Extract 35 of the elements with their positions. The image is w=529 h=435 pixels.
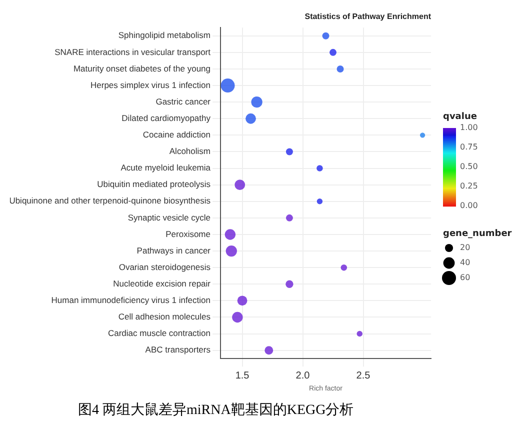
x-tick-label: 2.0 <box>296 370 310 382</box>
x-tick-label: 2.5 <box>356 370 371 382</box>
y-tick-label: Acute myeloid leukemia <box>120 162 211 173</box>
y-tick-label: Cell adhesion molecules <box>118 312 210 322</box>
y-tick-label: Ubiquinone and other terpenoid-quinone biosynthesis <box>9 196 210 206</box>
legend-title: gene_number <box>443 229 512 239</box>
legend-label: 20 <box>460 243 470 252</box>
chart-title: Statistics of Pathway Enrichment <box>304 12 432 22</box>
y-tick-label: Maturity onset diabetes of the young <box>73 63 211 74</box>
y-tick-label: Cocaine addiction <box>142 130 211 140</box>
color-bar-label: 0.50 <box>460 162 478 172</box>
y-tick-label: Dilated cardiomyopathy <box>122 112 212 123</box>
y-tick-label: Sphingolipid metabolism <box>118 30 210 40</box>
y-tick-label: Nucleotide excision repair <box>113 278 211 288</box>
y-tick-label: Alcoholism <box>169 146 210 156</box>
caption: 图4 两组大鼠差异miRNA靶基因的KEGG分析 <box>77 402 355 419</box>
x-tick-label: 1.5 <box>235 370 250 382</box>
legend-label: 40 <box>460 258 470 268</box>
y-tick-label: Gastric cancer <box>156 96 211 106</box>
y-tick-label: Herpes simplex virus 1 infection <box>90 80 211 90</box>
color-bar-label: 0.00 <box>460 201 478 210</box>
y-tick-label: Synaptic vesicle cycle <box>128 212 211 222</box>
y-tick-label: ABC transporters <box>145 344 210 355</box>
color-bar-title: qvalue <box>443 112 477 122</box>
y-tick-label: Ovarian steroidogenesis <box>118 262 210 272</box>
y-tick-label: Pathways in cancer <box>136 245 211 256</box>
y-tick-label: Peroxisome <box>166 228 211 239</box>
legend-label: 60 <box>460 273 470 282</box>
color-bar-label: 0.25 <box>460 182 478 191</box>
y-tick-label: Human immunodeficiency virus 1 infection <box>51 295 211 306</box>
color-bar-label: 0.75 <box>460 142 478 152</box>
y-tick-label: Ubiquitin mediated proteolysis <box>97 179 210 190</box>
color-bar-label: 1.00 <box>460 123 478 132</box>
y-tick-label: SNARE interactions in vesicular transport <box>54 46 212 57</box>
y-tick-label: Cardiac muscle contraction <box>108 328 211 338</box>
